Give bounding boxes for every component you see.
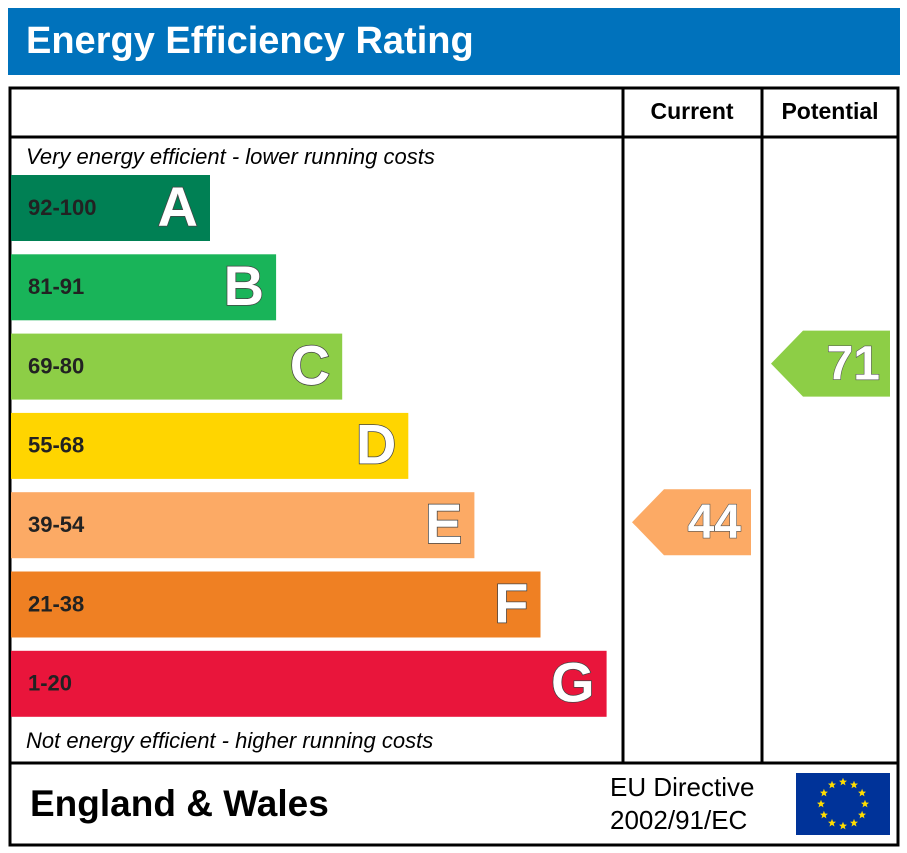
region: England & Wales bbox=[30, 783, 329, 824]
band-letter: E bbox=[425, 492, 462, 555]
eu-star bbox=[858, 788, 866, 797]
band-range: 55-68 bbox=[28, 433, 84, 458]
eu-star bbox=[850, 818, 858, 827]
rating-value: 71 bbox=[827, 337, 880, 390]
bottom-note: Not energy efficient - higher running co… bbox=[26, 728, 433, 753]
top-note: Very energy efficient - lower running co… bbox=[26, 144, 435, 169]
column-header: Current bbox=[650, 98, 733, 124]
directive: EU Directive bbox=[610, 772, 754, 802]
eu-star bbox=[820, 810, 828, 819]
title: Energy Efficiency Rating bbox=[26, 20, 474, 62]
band-range: 92-100 bbox=[28, 195, 97, 220]
band-letter: D bbox=[356, 413, 396, 476]
eu-star bbox=[828, 780, 836, 789]
title-bar bbox=[8, 8, 900, 75]
band-letter: C bbox=[290, 333, 330, 396]
band-letter: B bbox=[224, 254, 264, 317]
rating-arrow bbox=[632, 489, 751, 556]
eu-star bbox=[828, 818, 836, 827]
band-range: 39-54 bbox=[28, 512, 85, 537]
band-bar bbox=[11, 175, 210, 241]
band-bar bbox=[11, 571, 541, 638]
eu-star bbox=[858, 810, 866, 819]
eu-star bbox=[817, 799, 825, 808]
rating-arrow bbox=[771, 330, 890, 397]
eu-star bbox=[850, 780, 858, 789]
eu-star bbox=[839, 821, 847, 830]
footer-frame bbox=[8, 761, 900, 847]
band-letter: G bbox=[551, 651, 595, 714]
band-letter: A bbox=[158, 175, 198, 238]
band-bar bbox=[11, 412, 409, 479]
band-bar bbox=[11, 254, 277, 321]
column-header: Potential bbox=[781, 98, 878, 124]
band-bar bbox=[11, 492, 475, 559]
band-letter: F bbox=[494, 571, 528, 634]
eu-star bbox=[861, 799, 869, 808]
band-range: 81-91 bbox=[28, 274, 84, 299]
band-bar bbox=[11, 333, 343, 400]
eu-star bbox=[820, 788, 828, 797]
eu-stars bbox=[817, 777, 869, 830]
directive: 2002/91/EC bbox=[610, 805, 747, 835]
band-range: 21-38 bbox=[28, 591, 84, 616]
band-bar bbox=[11, 650, 607, 717]
rating-value: 44 bbox=[688, 496, 742, 549]
band-range: 69-80 bbox=[28, 353, 84, 378]
band-range: 1-20 bbox=[28, 671, 72, 696]
eu-star bbox=[839, 777, 847, 786]
